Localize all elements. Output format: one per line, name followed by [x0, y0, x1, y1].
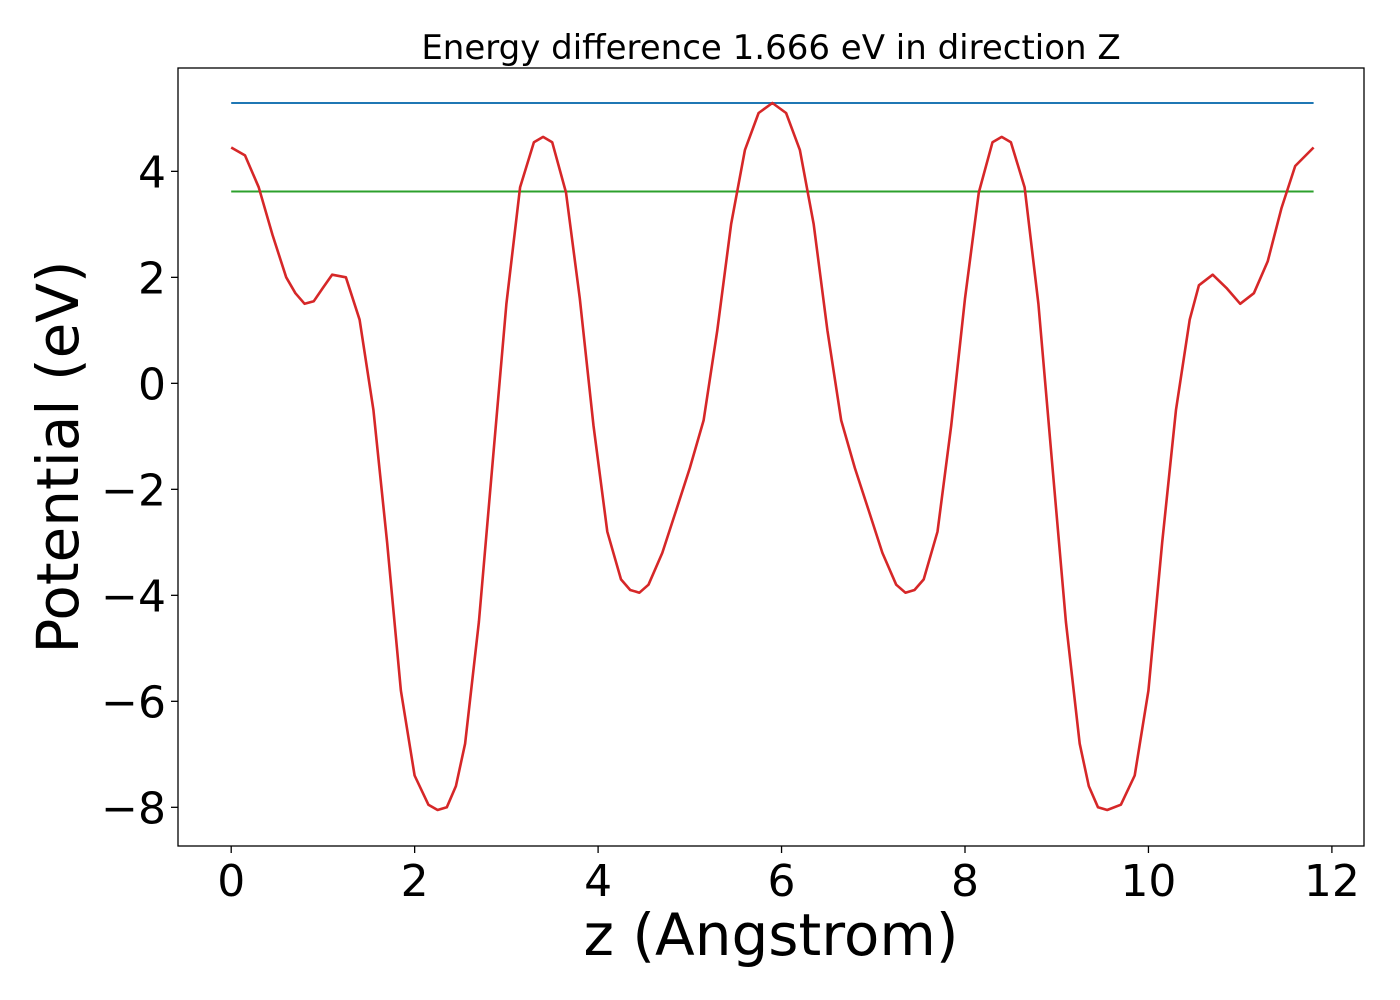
x-tick-label: 2	[401, 856, 429, 907]
y-tick-label: −2	[101, 465, 166, 516]
chart-title: Energy difference 1.666 eV in direction …	[421, 28, 1120, 68]
x-axis-label: z (Angstrom)	[584, 901, 959, 969]
x-tick-label: 10	[1120, 856, 1176, 907]
y-tick-label: 2	[138, 253, 166, 304]
series-line-2	[230, 101, 1315, 812]
plot-lines	[230, 101, 1315, 812]
y-tick-label: −4	[101, 571, 166, 622]
x-tick-label: 4	[584, 856, 612, 907]
x-tick-label: 0	[217, 856, 245, 907]
plot-frame	[177, 67, 1365, 847]
y-tick-label: −6	[101, 677, 166, 728]
y-tick-label: 4	[138, 147, 166, 198]
x-axis: 0 2 4 6 8 10 12	[217, 846, 1360, 907]
y-tick-label: 0	[138, 359, 166, 410]
y-tick-label: −8	[101, 783, 166, 834]
y-axis-label: Potential (eV)	[24, 260, 92, 653]
x-tick-label: 12	[1304, 856, 1360, 907]
x-tick-label: 6	[768, 856, 796, 907]
y-axis: −8 −6 −4 −2 0 2 4	[101, 147, 178, 834]
x-tick-label: 8	[951, 856, 979, 907]
